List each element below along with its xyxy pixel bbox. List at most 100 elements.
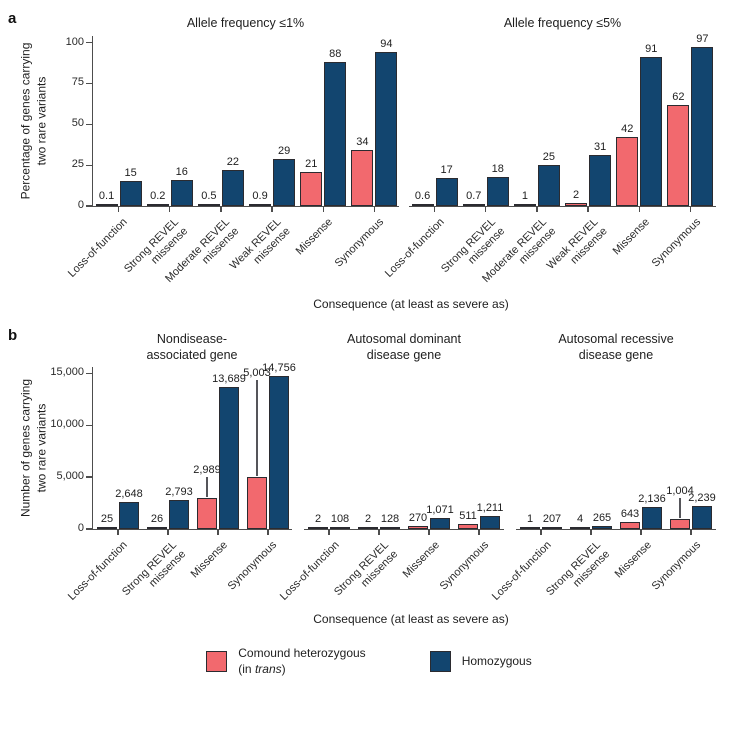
- y-tick-label: 0: [77, 199, 84, 211]
- x-axis-tick: [167, 530, 169, 536]
- label-leader-line: [679, 497, 681, 518]
- bar-value-label: 2: [314, 513, 322, 525]
- subplot-title: Autosomal dominant disease gene: [347, 331, 461, 362]
- bar-homozygous: [269, 375, 289, 529]
- subplot: Autosomal dominant disease gene Loss-of-f…: [278, 327, 504, 612]
- bar-value-label: 21: [305, 157, 318, 170]
- bar-value-label: 128: [380, 513, 400, 525]
- subplot: Allele frequency ≤5% Loss-of-function 0.6 1…: [383, 10, 716, 297]
- bar-value-label: 2,793: [165, 486, 193, 498]
- homozygous-swatch: [429, 651, 451, 673]
- plot-area: 0 25 50 75 100 Loss-of-function 0.1 15 Strong RE…: [66, 36, 399, 285]
- bar-value-label: 2: [573, 188, 580, 201]
- plot-area: Loss-of-function 1 207 Strong REVEL missens…: [490, 367, 716, 603]
- y-tick-label: 0: [77, 522, 84, 534]
- x-tick-label: Loss-of-function: [66, 216, 131, 280]
- subplot: Nondisease- associated gene 0 5,000 10,000 1…: [50, 327, 295, 612]
- panel-b-main: Number of genes carrying two rare varian…: [18, 327, 730, 626]
- y-axis-tick: [85, 164, 92, 166]
- panel-a: a Percentage of genes carrying two rare …: [8, 10, 730, 311]
- compound-heterozygous-label-line2-suffix: ): [281, 661, 286, 676]
- bar-value-label: 4: [576, 513, 584, 525]
- x-axis-tick: [587, 207, 589, 213]
- bar-value-label: 2: [364, 513, 372, 525]
- bar-homozygous: [589, 155, 612, 206]
- bar-value-label: 1: [526, 513, 534, 525]
- subplot-title: Autosomal recessive disease gene: [558, 331, 674, 362]
- bar-homozygous: [170, 179, 193, 206]
- x-axis-tick: [590, 530, 592, 536]
- subplot-title: Nondisease- associated gene: [146, 331, 238, 362]
- plot-area: Loss-of-function 0.6 17 Strong REVEL missen…: [383, 33, 716, 285]
- bar-homozygous: [542, 526, 562, 529]
- bar-value-label: 2,648: [115, 487, 143, 500]
- x-axis-tick: [220, 207, 222, 213]
- bar-compound-het: [197, 204, 220, 206]
- compound-heterozygous-label-line2-prefix: (in: [238, 661, 255, 676]
- bar-value-label: 511: [459, 509, 477, 522]
- bar-value-label: 29: [277, 144, 291, 157]
- bar-value-label: 207: [542, 512, 562, 525]
- bar-compound-het: [247, 477, 267, 529]
- x-axis-tick: [478, 530, 480, 536]
- x-tick-label: Synonymous: [438, 539, 492, 593]
- y-tick-label: 100: [65, 35, 84, 48]
- bar-compound-het: [462, 204, 485, 206]
- bar-homozygous: [480, 516, 500, 529]
- bar-value-label: 18: [491, 162, 504, 175]
- bar-compound-het: [411, 204, 434, 206]
- y-axis-tick: [85, 41, 92, 44]
- x-axis-tick: [117, 207, 120, 213]
- bar-homozygous: [691, 47, 714, 206]
- bar-value-label: 0.2: [150, 190, 166, 202]
- legend-item-homozygous: Homozygous: [429, 651, 532, 673]
- compound-heterozygous-label: Comound heterozygous (in trans): [238, 646, 365, 677]
- bar-homozygous: [119, 181, 142, 206]
- homozygous-label: Homozygous: [461, 653, 532, 668]
- bar-compound-het: [667, 104, 690, 206]
- bar-compound-het: [565, 202, 588, 206]
- bar-value-label: 0.9: [252, 190, 268, 202]
- x-axis-tick: [536, 207, 538, 213]
- panel-b-y-axis-label: Number of genes carrying two rare varian…: [18, 378, 48, 518]
- bar-compound-het: [520, 527, 540, 529]
- x-tick-label: Synonymous: [226, 539, 280, 593]
- bar-homozygous: [273, 158, 296, 206]
- bar-compound-het: [146, 204, 169, 206]
- bar-compound-het: [197, 497, 217, 529]
- bar-homozygous: [119, 501, 139, 529]
- panel-a-plots: Allele frequency ≤1% 0 25 50 75 100 Loss-of-fu…: [28, 10, 730, 297]
- x-tick-label: Weak REVEL missense: [544, 216, 610, 272]
- panel-b-letter: b: [8, 327, 18, 344]
- bar-homozygous: [640, 57, 663, 206]
- x-axis-tick: [640, 530, 642, 536]
- bar-value-label: 17: [440, 164, 453, 177]
- bar-value-label: 22: [226, 156, 240, 169]
- bar-value-label: 34: [356, 136, 369, 149]
- x-tick-label: Missense: [293, 216, 335, 258]
- bar-value-label: 88: [329, 48, 342, 61]
- bar-value-label: 108: [330, 513, 350, 525]
- y-axis-tick: [85, 528, 92, 530]
- x-tick-label: Strong REVEL missense: [332, 539, 401, 599]
- y-axis-tick: [85, 82, 92, 85]
- x-tick-label: Strong REVEL missense: [544, 539, 613, 599]
- subplot: Autosomal recessive disease gene Loss-of-…: [490, 327, 716, 612]
- bar-value-label: 265: [592, 512, 612, 525]
- y-tick-label: 50: [71, 117, 84, 130]
- bar-value-label: 1,071: [426, 503, 454, 516]
- x-axis-tick: [378, 530, 380, 536]
- y-axis-tick: [85, 424, 92, 426]
- x-tick-label: Synonymous: [649, 216, 703, 270]
- bar-homozygous: [380, 527, 400, 529]
- x-tick-label: Missense: [612, 539, 654, 581]
- x-tick-label: Loss-of-function: [65, 539, 130, 603]
- plot-area: Loss-of-function 2 108 Strong REVEL missens…: [278, 367, 504, 603]
- x-tick-label: Synonymous: [332, 216, 386, 270]
- x-axis-tick: [428, 530, 430, 536]
- subplot-title: Allele frequency ≤1%: [186, 15, 305, 30]
- subplot: Allele frequency ≤1% 0 25 50 75 100 Loss-of-fu…: [66, 10, 399, 297]
- y-axis-tick: [85, 205, 92, 207]
- y-tick-label: 25: [71, 158, 84, 171]
